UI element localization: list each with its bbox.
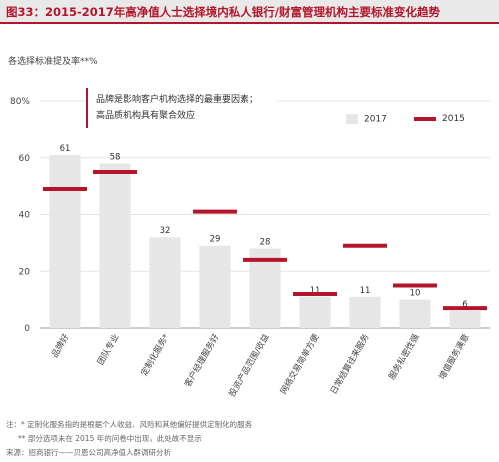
bar-2017 (199, 245, 231, 328)
footnote-1: 注：* 定制化服务指的是根据个人收益、风险和其他偏好提供定制化的服务 (6, 420, 253, 429)
figure-title: 图33：2015-2017年高净值人士选择境内私人银行/财富管理机构主要标准变化… (0, 0, 499, 24)
data-label-2017: 11 (310, 286, 321, 296)
bar-2017 (449, 310, 481, 328)
legend-swatch-2017 (346, 114, 358, 124)
x-category-label: 定制化服务* (139, 332, 172, 378)
data-label-2017: 58 (110, 152, 121, 162)
x-category-label: 客户经理服务好 (182, 332, 222, 389)
annotation-line-2: 高品质机构具有聚合效应 (96, 111, 196, 121)
data-label-2017: 10 (410, 289, 421, 299)
y-tick-label: 20 (19, 267, 31, 277)
x-category-label: 投资产品范围/收益 (227, 332, 272, 399)
y-tick-label: 60 (19, 154, 31, 164)
bar-2017 (49, 154, 81, 328)
data-label-2017: 28 (260, 238, 271, 248)
annotation-line-1: 品牌是影响客户机构选择的最重要因素； (96, 95, 259, 105)
bar-2017 (349, 296, 381, 328)
legend-label-2015: 2015 (442, 114, 465, 124)
x-category-label: 增值服务满意 (437, 332, 472, 382)
y-tick-label: 0 (24, 324, 30, 334)
bar-2017 (399, 299, 431, 328)
bar-2017 (299, 296, 331, 328)
bar-2017 (99, 163, 131, 328)
x-category-label: 网络交易简单方便 (278, 332, 322, 397)
y-tick-label: 80% (10, 97, 30, 107)
footnote-source: 来源：招商银行——贝恩公司高净值人群调研分析 (6, 448, 171, 457)
legend-item-2017: 2017 (346, 114, 387, 125)
data-label-2017: 29 (210, 235, 221, 245)
data-label-2017: 32 (160, 226, 171, 236)
y-axis-unit-label: 各选择标准提及率**% (8, 57, 98, 67)
legend-item-2015: 2015 (414, 114, 465, 124)
data-label-2017: 11 (360, 286, 371, 296)
data-label-2017: 6 (462, 300, 467, 310)
bar-2017 (149, 237, 181, 328)
x-category-label: 品牌好 (49, 332, 72, 360)
legend-swatch-2015 (414, 116, 436, 121)
footnote-2: ** 部分选项未在 2015 年的问卷中出现，此处故不显示 (18, 434, 202, 443)
x-category-label: 服务私密性强 (387, 332, 422, 382)
x-category-label: 日常结算往来服务 (328, 332, 372, 397)
x-category-label: 团队专业 (95, 332, 122, 367)
legend-label-2017: 2017 (364, 114, 387, 125)
annotation-box: 品牌是影响客户机构选择的最重要因素； 高品质机构具有聚合效应 (86, 88, 276, 128)
y-tick-label: 40 (19, 211, 31, 221)
data-label-2017: 61 (60, 144, 71, 154)
footnotes: 注：* 定制化服务指的是根据个人收益、风险和其他偏好提供定制化的服务 ** 部分… (6, 418, 252, 460)
